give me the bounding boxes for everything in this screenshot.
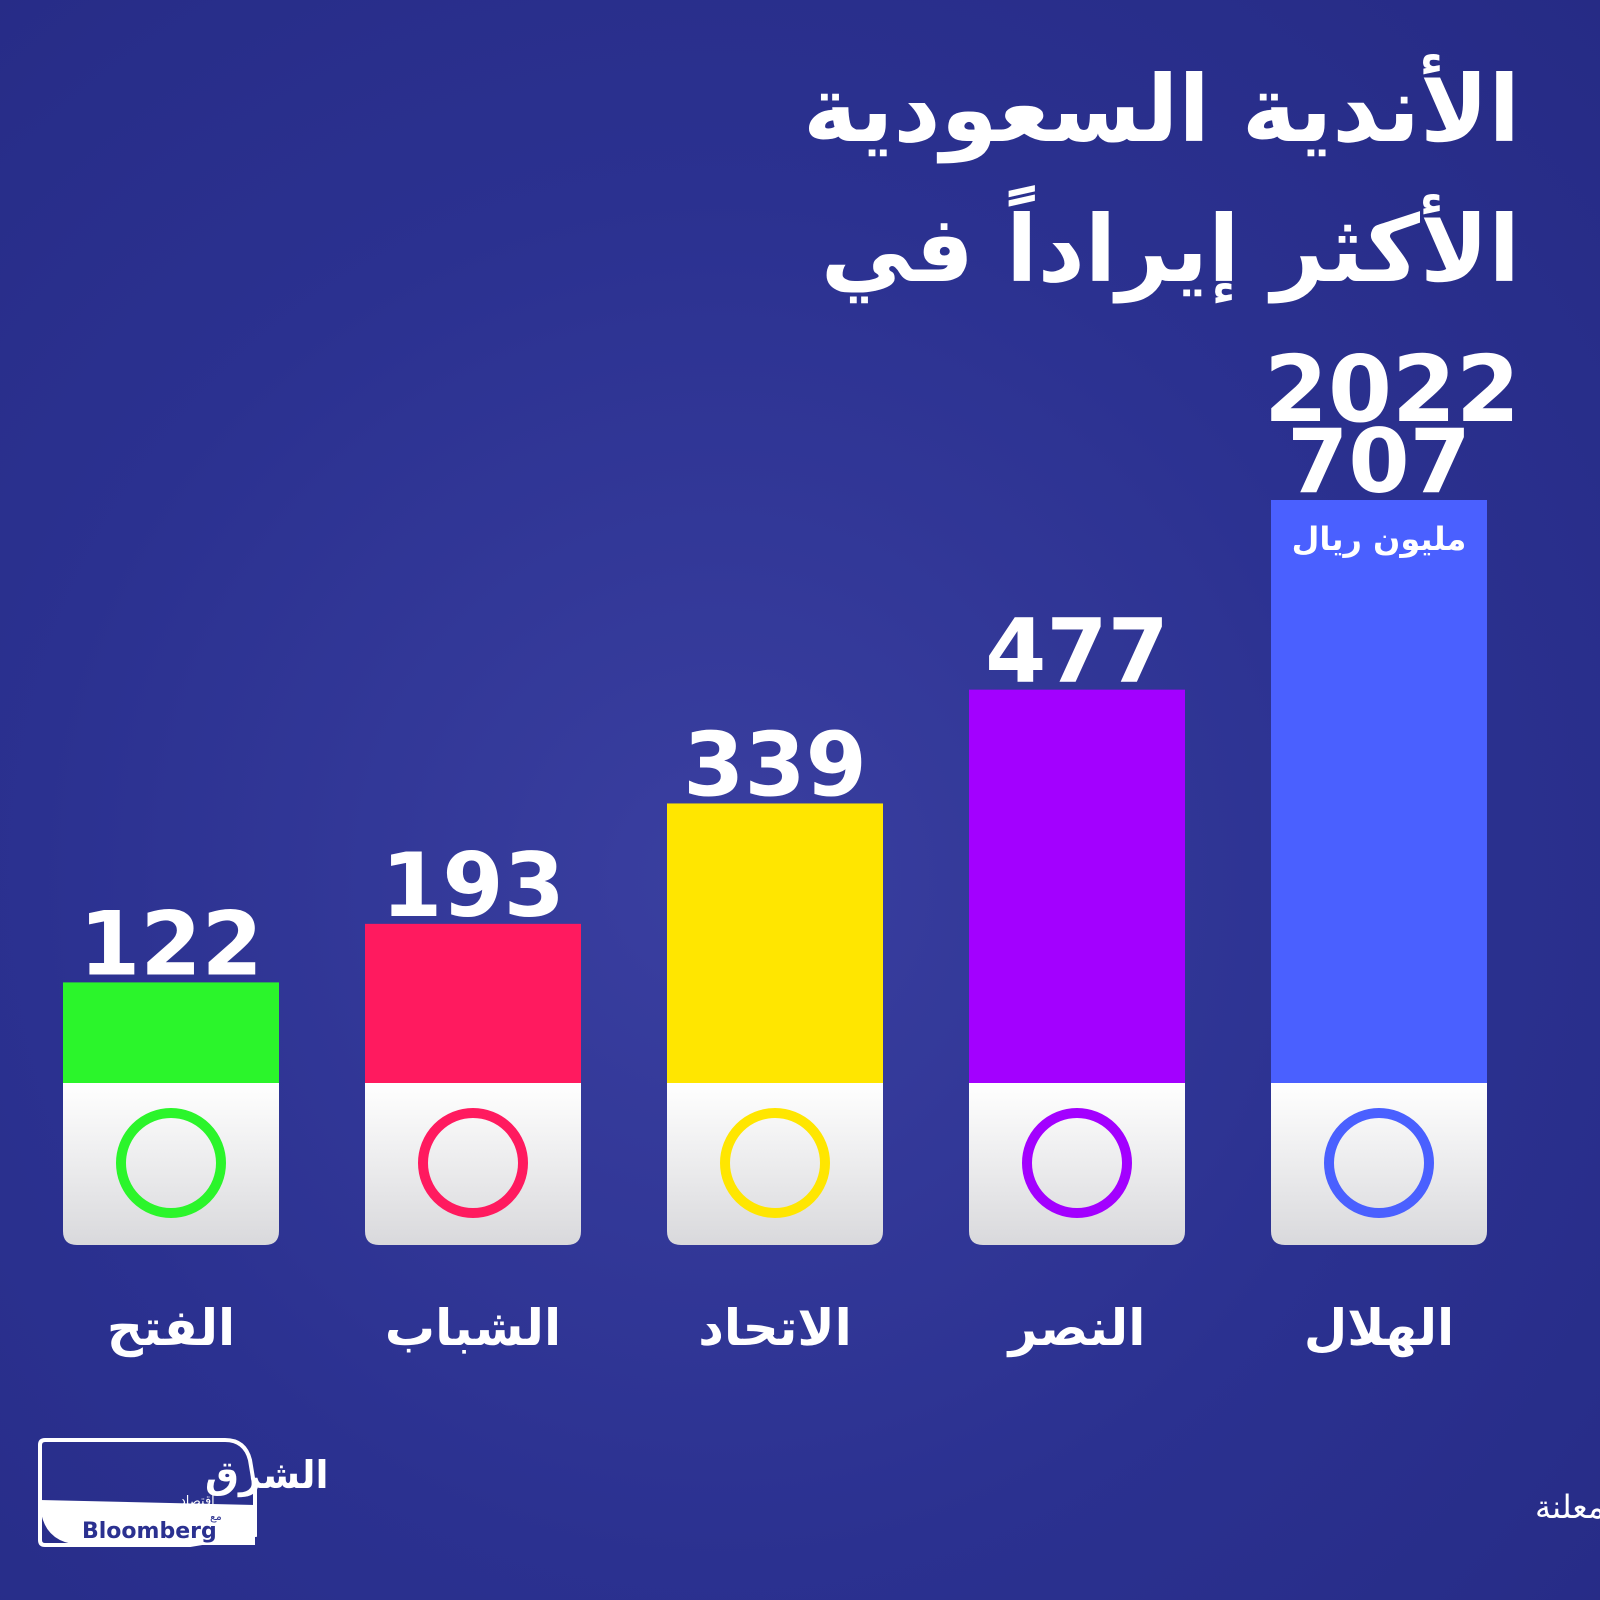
logo-band (40, 1500, 255, 1545)
value-label: 339 (683, 713, 867, 816)
category-label: النصر (1006, 1299, 1146, 1358)
value-label: 122 (79, 892, 263, 995)
club-logo (1022, 1108, 1132, 1218)
club-logo (418, 1108, 528, 1218)
logo-panel (969, 1083, 1185, 1245)
source-logo: الشرق اقتصاد مع Bloomberg (38, 1438, 329, 1547)
value-label: 477 (985, 600, 1169, 703)
chart-title: الأندية السعودية الأكثر إيراداً في 2022 (803, 56, 1520, 443)
category-label: الفتح (107, 1299, 235, 1358)
logo-panel (63, 1083, 279, 1245)
category-label: الشباب (385, 1299, 561, 1357)
source: المصدر: بيانات جمعتها الشرق من ميزانيات … (1535, 1487, 1600, 1526)
value-label: 707 (1287, 410, 1471, 513)
club-logo (116, 1108, 226, 1218)
value-unit: مليون ريال (1292, 520, 1467, 558)
bar (365, 923, 581, 1083)
logo-name: الشرق (205, 1453, 329, 1497)
bar (63, 982, 279, 1083)
logo-panel (667, 1083, 883, 1245)
category-label: الاتحاد (698, 1299, 852, 1357)
logo-with: مع (210, 1510, 222, 1523)
value-label: 193 (381, 834, 565, 937)
logo-panel (365, 1083, 581, 1245)
club-logo (720, 1108, 830, 1218)
bar (667, 803, 883, 1083)
logo-panel (1271, 1083, 1487, 1245)
bar (969, 689, 1185, 1083)
bar (1271, 500, 1487, 1083)
category-label: الهلال (1304, 1299, 1454, 1358)
logo-sub: اقتصاد (180, 1494, 215, 1509)
logo-partner: Bloomberg (82, 1519, 217, 1544)
club-logo (1324, 1108, 1434, 1218)
